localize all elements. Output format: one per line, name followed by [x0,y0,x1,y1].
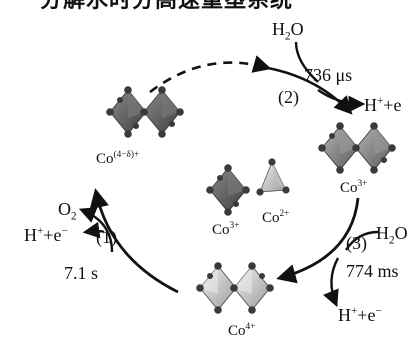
step1-h-arrow [82,221,105,239]
step3-h2o-arrow [345,230,379,251]
center-label-co2: Co2+ [262,209,290,226]
step3-label: (3) [346,233,367,253]
step3-out-arrow [323,257,340,308]
step3-time: 774 ms [346,261,399,281]
step3-main-arrow [276,197,360,284]
octahedron-dimer-icon [196,262,274,314]
step2-hplus-e-label: H++e [364,95,402,115]
state-label-co3-top: Co3+ [340,179,368,196]
step2-out-arrow [317,89,366,113]
state-label-mixed: Co(4−δ)+ [96,150,140,167]
step2-h2o-arrow [294,41,319,83]
caption-fragment: 分解水时分高速重塑系统 [0,0,418,14]
step2-main-arrow [267,66,353,115]
step2-h2o-label: H2O [272,19,304,43]
step2-label: (2) [278,87,299,107]
step3-hplus-e-label: H++e− [338,305,382,325]
step2-time: 736 μs [304,65,353,85]
step1-o2-arrow [78,207,114,253]
dashed-cycle-arrow [149,55,272,94]
step1-o2-label: O2 [58,199,77,223]
step1-main-arrow [89,188,179,294]
step1-hplus-e-label: H++e− [24,225,68,245]
step3-h2o-label: H2O [376,223,408,247]
step1-time: 7.1 s [64,263,99,283]
caption-text: 分解水时分高速重塑系统 [40,0,294,13]
center-label-co3: Co3+ [212,221,240,238]
step1-label: (1) [96,227,117,247]
octahedron-icon [206,164,250,216]
tetrahedron-icon [256,158,290,196]
state-label-co4: Co4+ [228,322,256,339]
octahedron-dimer-icon [106,86,184,138]
octahedron-dimer-icon [318,122,396,174]
